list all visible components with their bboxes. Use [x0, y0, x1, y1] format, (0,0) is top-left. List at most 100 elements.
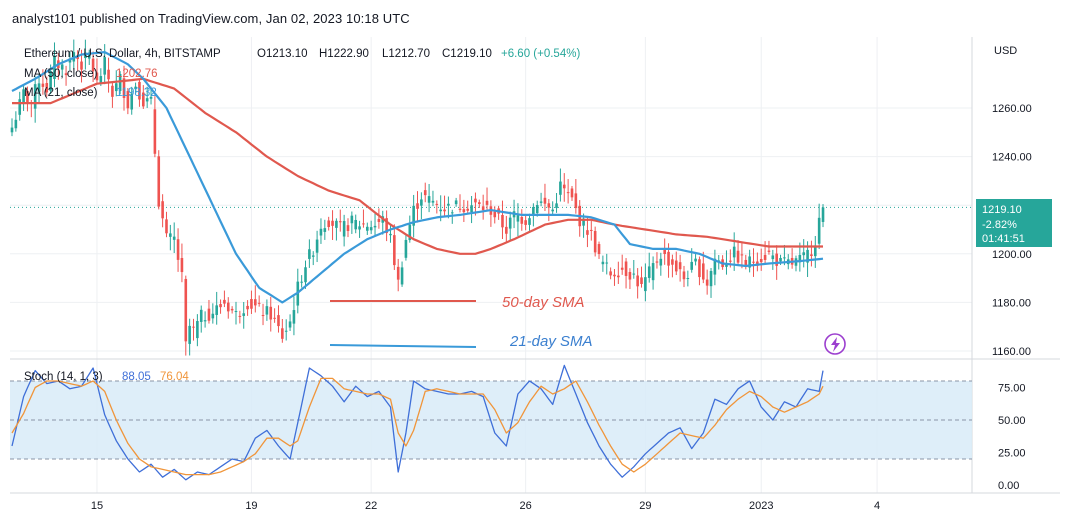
candle-body — [393, 235, 396, 266]
candle-body — [114, 83, 118, 92]
candle — [725, 250, 728, 275]
candle-body — [346, 225, 350, 232]
candle-body — [335, 220, 338, 228]
candle — [694, 254, 697, 266]
candle — [288, 314, 292, 332]
candle-body — [570, 188, 574, 198]
candle-body — [33, 84, 37, 109]
candle — [257, 295, 261, 307]
candle-body — [651, 263, 655, 281]
legend-close: C1219.10 — [442, 48, 492, 60]
candle-body — [748, 256, 751, 268]
candle-body — [574, 193, 578, 209]
candle-body — [551, 209, 554, 212]
candle — [767, 240, 771, 255]
candle-body — [543, 197, 547, 204]
candle-body — [725, 264, 728, 267]
candle-body — [775, 253, 778, 266]
candle-body — [520, 216, 524, 224]
price-tick-label: 1240.00 — [992, 152, 1032, 164]
candle-body — [562, 184, 566, 189]
candle — [37, 74, 41, 103]
candle-body — [481, 206, 485, 211]
candle — [590, 220, 593, 241]
candle-body — [111, 85, 114, 97]
candle — [620, 254, 624, 275]
candle — [794, 255, 798, 272]
candle-body — [26, 90, 29, 103]
candle-body — [659, 258, 663, 266]
lightning-icon[interactable] — [824, 333, 846, 355]
stoch-d-line — [11, 377, 824, 476]
candle — [539, 192, 543, 207]
price-tag-price: 1219.10 — [982, 204, 1022, 216]
candle — [744, 254, 748, 270]
candle-body — [416, 203, 419, 209]
candle-body — [701, 263, 705, 280]
legend-ma21-label: MA (21, close) — [24, 87, 98, 99]
candle-body — [474, 198, 477, 203]
candle — [462, 199, 466, 223]
candle — [593, 226, 597, 257]
candle — [215, 291, 218, 325]
candle-body — [203, 320, 207, 322]
candle — [454, 197, 458, 207]
candle-body — [798, 254, 802, 263]
candle-body — [423, 190, 427, 196]
legend-ma50-value: 1202.76 — [116, 68, 158, 80]
candle-body — [261, 315, 265, 317]
candle-body — [126, 91, 130, 109]
candle — [566, 179, 570, 204]
candle — [574, 179, 578, 214]
candle — [157, 150, 161, 210]
candle — [698, 256, 701, 286]
candle — [520, 209, 524, 231]
candle — [543, 183, 547, 212]
candle — [238, 310, 242, 324]
candle — [203, 311, 207, 328]
candle-body — [265, 306, 269, 315]
candle-body — [547, 203, 551, 208]
candle — [169, 224, 172, 251]
candle — [319, 218, 323, 244]
candle — [636, 268, 639, 299]
price-tick-label: 1160.00 — [992, 346, 1031, 358]
candle-body — [485, 200, 489, 205]
candle-body — [242, 313, 246, 316]
currency-label: USD — [994, 45, 1017, 57]
candle-body — [142, 92, 145, 107]
candle — [605, 253, 609, 275]
candle-body — [250, 299, 253, 309]
price-tag-change: -2.82% — [982, 219, 1017, 231]
candle-body — [358, 226, 361, 230]
candle — [18, 91, 22, 121]
candle-body — [196, 321, 199, 339]
candle-body — [238, 315, 242, 317]
candle — [308, 239, 311, 268]
candle-body — [647, 266, 651, 278]
candle-body — [269, 306, 273, 320]
candle-body — [508, 217, 512, 229]
candle — [771, 249, 775, 270]
candle-body — [84, 52, 87, 59]
price-chart[interactable]: 1260.001240.001220.001200.001180.001160.… — [10, 37, 1060, 517]
candle — [624, 258, 628, 289]
stoch-legend-d: 76.04 — [160, 371, 189, 383]
candle — [242, 301, 246, 329]
candle — [713, 249, 717, 286]
candle-body — [582, 218, 585, 226]
candle-body — [10, 127, 14, 133]
candle — [269, 296, 273, 332]
candle-body — [586, 230, 589, 235]
candle-body — [439, 209, 442, 212]
time-tick-label: 4 — [874, 500, 880, 512]
candle — [678, 254, 682, 282]
candle — [408, 215, 412, 243]
candle-body — [327, 220, 330, 228]
candle-body — [690, 261, 694, 270]
candle — [586, 217, 589, 248]
candle-body — [636, 275, 639, 287]
candle-body — [763, 254, 767, 260]
price-tick-label: 1260.00 — [992, 103, 1032, 115]
candle-body — [80, 61, 83, 70]
